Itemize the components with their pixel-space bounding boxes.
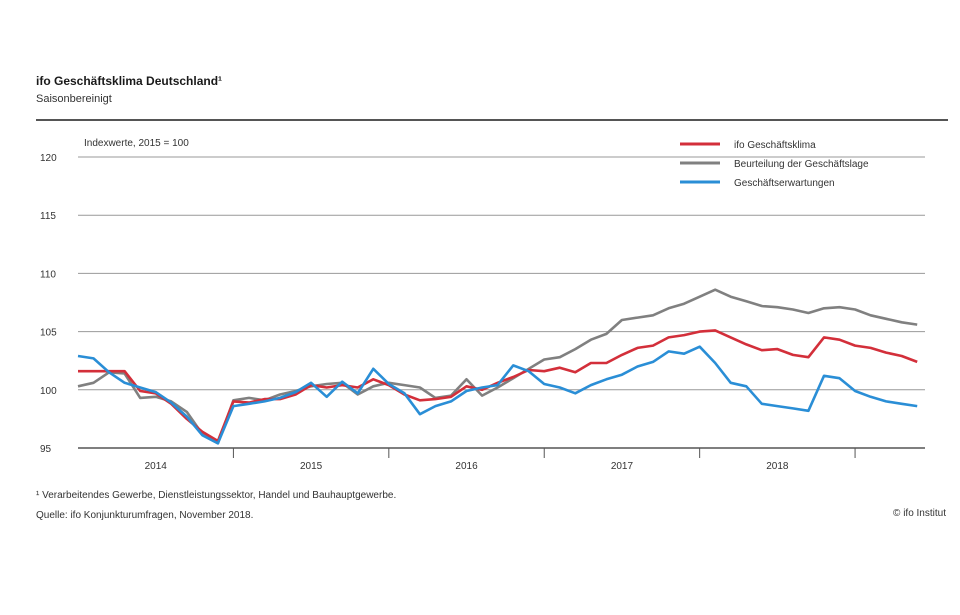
x-tick-label: 2018 — [766, 461, 789, 472]
unit-label: Indexwerte, 2015 = 100 — [84, 138, 189, 149]
y-tick-label: 95 — [40, 444, 52, 455]
chart-subtitle: Saisonbereinigt — [36, 93, 112, 105]
chart-title: ifo Geschäftsklima Deutschland¹ — [36, 74, 223, 88]
y-tick-label: 115 — [40, 211, 56, 222]
y-tick-label: 110 — [40, 269, 56, 280]
y-tick-label: 100 — [40, 386, 57, 397]
legend: ifo Geschäftsklima Beurteilung der Geschä… — [680, 140, 869, 189]
source-note: Quelle: ifo Konjunkturumfragen, November… — [36, 510, 254, 521]
x-tick-label: 2015 — [300, 461, 323, 472]
credit: © ifo Institut — [893, 508, 946, 519]
series-lines — [77, 288, 918, 445]
y-tick-label: 105 — [40, 328, 57, 339]
y-tick-labels: 95 100 105 110 115 120 — [40, 153, 57, 455]
top-rule — [36, 119, 948, 121]
x-tick-labels: 2014 2015 2016 2017 2018 — [145, 448, 856, 472]
series-line-2 — [77, 288, 918, 445]
y-tick-label: 120 — [40, 153, 57, 164]
series-line-3 — [77, 345, 918, 445]
legend-label: Geschäftserwartungen — [734, 178, 835, 189]
x-tick-label: 2016 — [455, 461, 478, 472]
x-tick-label: 2017 — [611, 461, 634, 472]
legend-label: Beurteilung der Geschäftslage — [734, 159, 869, 170]
x-tick-label: 2014 — [145, 461, 168, 472]
gridlines — [78, 156, 925, 449]
legend-label: ifo Geschäftsklima — [734, 140, 816, 151]
footnote: ¹ Verarbeitendes Gewerbe, Dienstleistung… — [36, 490, 397, 501]
